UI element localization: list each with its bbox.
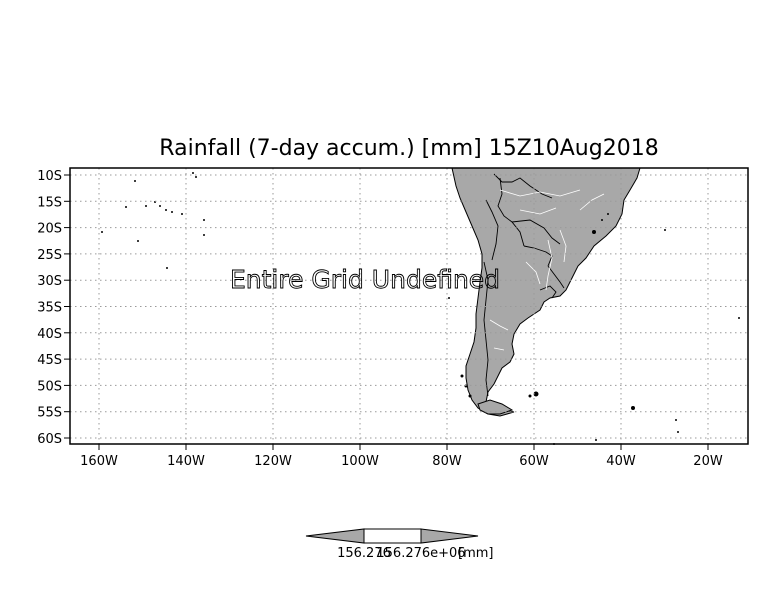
colorbar-unit: [mm] (458, 546, 493, 561)
country-borders (483, 173, 565, 397)
colorbar: 156.276 156.276e+06 [mm] (305, 528, 493, 561)
lat-label: 10S (37, 169, 62, 184)
colorbar-right-arrow (420, 528, 479, 544)
lon-label: 160W (80, 454, 118, 469)
lat-label: 55S (37, 406, 62, 421)
map-title: Rainfall (7-day accum.) [mm] 15Z10Aug201… (159, 136, 658, 161)
lon-label: 140W (167, 454, 205, 469)
latitude-axis: 10S 15S 20S 25S 30S 35S 40S 45S 50S 55S 60S (37, 169, 70, 447)
lon-label: 120W (254, 454, 292, 469)
lat-label: 30S (37, 274, 62, 289)
colorbar-label-mid: 156.276e+06 (376, 546, 465, 561)
lat-label: 20S (37, 222, 62, 237)
lat-label: 25S (37, 248, 62, 263)
lon-label: 20W (693, 454, 723, 469)
lat-label: 45S (37, 353, 62, 368)
lat-label: 40S (37, 327, 62, 342)
map-panel: 10S 15S 20S 25S 30S 35S 40S 45S 50S 55S 60S 160W 14… (37, 167, 749, 469)
lon-label: 60W (519, 454, 549, 469)
lon-label: 100W (341, 454, 379, 469)
colorbar-segment (363, 528, 422, 544)
undefined-grid-message: Entire Grid Undefined (230, 265, 500, 294)
lat-label: 60S (37, 432, 62, 447)
map-gridlines (70, 168, 748, 444)
longitude-axis: 160W 140W 120W 100W 80W 60W 40W 20W (80, 444, 723, 469)
lat-label: 15S (37, 195, 62, 210)
colorbar-left-arrow (305, 528, 365, 544)
lon-label: 40W (606, 454, 636, 469)
islands (101, 172, 740, 445)
south-america-landmass (451, 167, 641, 417)
rivers (489, 189, 605, 351)
lon-label: 80W (432, 454, 462, 469)
lat-label: 35S (37, 301, 62, 316)
colorbar-label-left: 156.276 (337, 546, 391, 561)
lat-label: 50S (37, 379, 62, 394)
